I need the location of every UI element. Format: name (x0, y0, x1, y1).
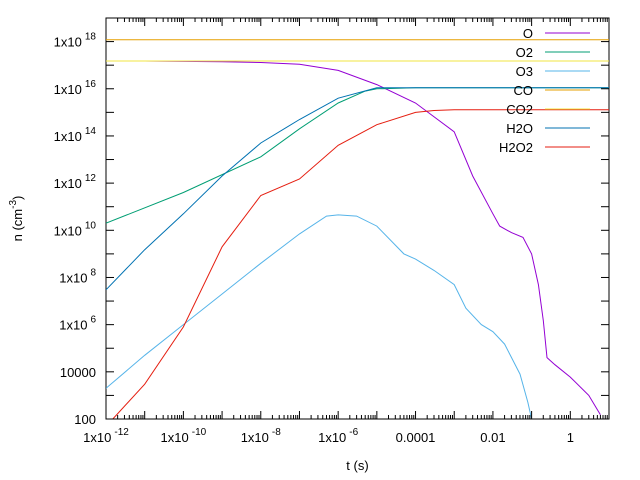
y-axis-title: n (cm-3) (8, 196, 25, 242)
x-tick-label: 1x10 -10 (161, 427, 207, 445)
legend-label: O (523, 26, 533, 41)
x-tick-label: 0.0001 (396, 430, 436, 445)
y-tick-label: 100 (74, 412, 96, 427)
legend-label: H2O (506, 121, 533, 136)
x-tick-label: 1x10 -8 (241, 427, 282, 445)
x-axis-title: t (s) (346, 458, 368, 473)
y-tick-label: 1x10 18 (54, 32, 97, 50)
x-tick-label: 1 (567, 430, 574, 445)
x-tick-label: 1x10 -6 (318, 427, 359, 445)
series-line-o3 (106, 214, 533, 419)
plot-border (105, 17, 610, 420)
legend-label: H2O2 (499, 140, 533, 155)
x-tick-label: 0.01 (480, 430, 505, 445)
y-tick-label: 1x10 10 (54, 220, 97, 238)
series-line-h2o (106, 87, 609, 291)
y-tick-label: 1x10 14 (54, 126, 97, 144)
y-tick-label: 1x10 16 (54, 79, 97, 97)
y-tick-label: 10000 (60, 365, 96, 380)
series-line-o2 (106, 87, 609, 224)
plot-frame (105, 17, 610, 420)
legend-label: O3 (516, 64, 533, 79)
series-layer (106, 39, 609, 419)
legend-label: CO (514, 83, 534, 98)
legend: O O2 O3 CO CO2 H2O H2O2 (499, 26, 590, 155)
x-ticks: 1x10 -12 1x10 -10 1x10 -8 1x10 -6 0.0001 0.01 1 (83, 18, 610, 445)
series-line-h2o2 (112, 109, 609, 419)
legend-label: O2 (516, 45, 533, 60)
y-ticks: 100 10000 1x10 6 1x10 8 1x10 10 1x10 12 1x10 14 1x10… (54, 17, 609, 427)
series-line-o (144, 60, 601, 416)
y-tick-label: 1x10 12 (54, 173, 97, 191)
y-tick-label: 1x10 8 (59, 267, 96, 285)
legend-label: CO2 (506, 102, 533, 117)
x-tick-label: 1x10 -12 (83, 427, 129, 445)
y-tick-label: 1x10 6 (59, 315, 96, 333)
